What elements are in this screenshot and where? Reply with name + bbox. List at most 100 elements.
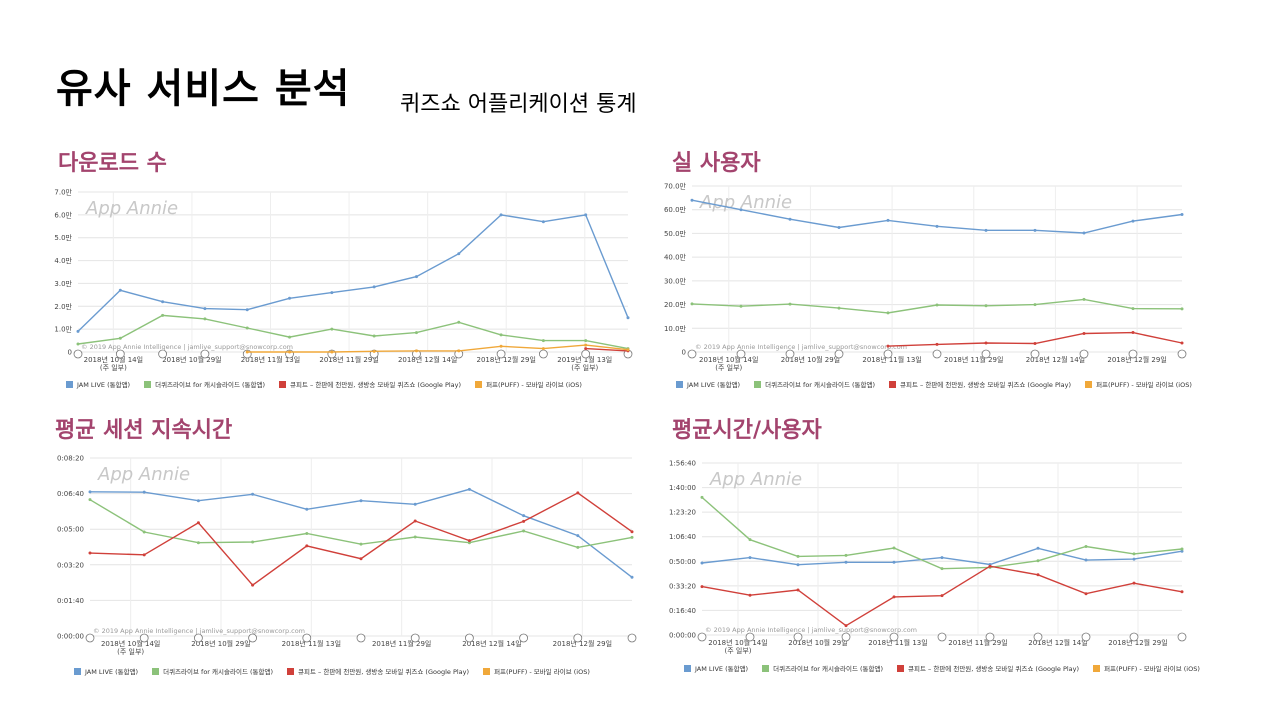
data-point[interactable] [690,302,694,306]
data-point[interactable] [984,228,988,232]
data-point[interactable] [251,492,255,496]
data-point[interactable] [142,553,146,557]
annotation-marker[interactable] [736,349,746,359]
annotation-marker[interactable] [687,349,697,359]
data-point[interactable] [413,535,417,539]
annotation-marker[interactable] [1177,632,1187,642]
annotation-marker[interactable] [834,349,844,359]
data-point[interactable] [372,334,376,338]
annotation-marker[interactable] [1030,349,1040,359]
data-point[interactable] [748,556,752,560]
data-point[interactable] [288,350,292,354]
annotation-marker[interactable] [519,633,529,643]
data-point[interactable] [1180,341,1184,345]
annotation-marker[interactable] [883,349,893,359]
data-point[interactable] [739,304,743,308]
data-point[interactable] [837,226,841,229]
annotation-marker[interactable] [573,633,583,643]
legend-item[interactable]: 큐피트 – 한판에 천만원, 생방송 모바일 퀴즈쇼 (Google Play) [279,379,461,389]
data-point[interactable] [1036,559,1040,563]
data-point[interactable] [690,198,694,202]
legend-item[interactable]: JAM LIVE (통합앱) [66,379,130,389]
data-point[interactable] [796,588,800,592]
data-point[interactable] [203,307,207,311]
data-point[interactable] [584,339,588,343]
data-point[interactable] [414,349,418,353]
data-point[interactable] [118,336,122,340]
annotation-marker[interactable] [464,633,474,643]
data-point[interactable] [541,347,545,351]
data-point[interactable] [892,595,896,599]
data-point[interactable] [1036,546,1040,550]
data-point[interactable] [372,349,376,353]
annotation-marker[interactable] [1128,349,1138,359]
annotation-marker[interactable] [1177,349,1187,359]
data-point[interactable] [457,320,461,324]
data-point[interactable] [1082,231,1086,235]
data-point[interactable] [245,326,249,330]
data-point[interactable] [467,487,471,491]
data-point[interactable] [203,317,207,321]
data-point[interactable] [796,563,800,567]
data-point[interactable] [251,583,255,587]
annotation-marker[interactable] [937,632,947,642]
data-point[interactable] [413,502,417,506]
legend-item[interactable]: 큐피트 – 한판에 천만원, 생방송 모바일 퀴즈쇼 (Google Play) [889,379,1071,389]
data-point[interactable] [844,560,848,564]
annotation-marker[interactable] [410,633,420,643]
data-point[interactable] [88,490,92,494]
data-point[interactable] [1131,331,1135,335]
legend-item[interactable]: JAM LIVE (통합앱) [676,379,740,389]
data-point[interactable] [499,344,503,348]
data-point[interactable] [88,498,92,502]
data-point[interactable] [161,313,165,317]
data-point[interactable] [251,540,255,544]
data-point[interactable] [1084,545,1088,549]
data-point[interactable] [359,557,363,561]
data-point[interactable] [142,530,146,534]
annotation-marker[interactable] [356,633,366,643]
data-point[interactable] [886,344,890,348]
data-point[interactable] [626,316,630,320]
data-point[interactable] [576,491,580,495]
data-point[interactable] [1131,307,1135,311]
data-point[interactable] [305,531,309,535]
data-point[interactable] [196,541,200,545]
data-point[interactable] [522,519,526,523]
data-point[interactable] [76,329,80,333]
data-point[interactable] [584,347,588,351]
data-point[interactable] [76,342,80,346]
annotation-marker[interactable] [1129,632,1139,642]
data-point[interactable] [288,335,292,339]
annotation-marker[interactable] [538,349,548,359]
data-point[interactable] [1082,297,1086,301]
data-point[interactable] [892,560,896,564]
data-point[interactable] [330,291,334,295]
legend-item[interactable]: 퍼프(PUFF) - 모바일 라이브 (iOS) [475,379,582,389]
data-point[interactable] [739,208,743,212]
annotation-marker[interactable] [248,633,258,643]
annotation-marker[interactable] [115,349,125,359]
annotation-marker[interactable] [1033,632,1043,642]
data-point[interactable] [935,224,939,228]
data-point[interactable] [584,343,588,347]
data-point[interactable] [1131,219,1135,223]
data-point[interactable] [892,546,896,550]
annotation-marker[interactable] [785,349,795,359]
data-point[interactable] [1180,212,1184,216]
data-point[interactable] [359,499,363,503]
data-point[interactable] [305,544,309,548]
data-point[interactable] [305,507,309,511]
annotation-marker[interactable] [745,632,755,642]
legend-item[interactable]: 더퀴즈라이브 for 캐시슬라이드 (통합앱) [152,666,273,676]
annotation-marker[interactable] [496,349,506,359]
data-point[interactable] [359,542,363,546]
data-point[interactable] [1180,590,1184,594]
data-point[interactable] [467,541,471,545]
data-point[interactable] [1084,592,1088,596]
annotation-marker[interactable] [889,632,899,642]
data-point[interactable] [288,296,292,300]
data-point[interactable] [748,538,752,542]
data-point[interactable] [1132,552,1136,556]
data-point[interactable] [541,339,545,343]
